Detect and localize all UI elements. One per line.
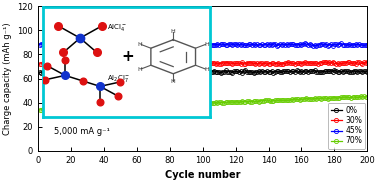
70%: [365, 96, 370, 98]
45%: [340, 44, 345, 46]
X-axis label: Cycle number: Cycle number: [165, 170, 240, 180]
Line: 30%: 30%: [38, 60, 369, 68]
30%: [139, 65, 144, 67]
45%: [37, 44, 42, 46]
30%: [51, 63, 55, 65]
70%: [59, 108, 63, 111]
45%: [365, 44, 370, 46]
45%: [325, 45, 330, 47]
Line: 45%: 45%: [38, 40, 369, 48]
Line: 70%: 70%: [38, 95, 369, 112]
Text: H: H: [138, 42, 143, 47]
70%: [39, 109, 43, 111]
30%: [125, 62, 129, 64]
30%: [365, 61, 370, 63]
0%: [37, 71, 42, 73]
0%: [57, 71, 62, 73]
Text: H: H: [138, 67, 143, 72]
0%: [365, 71, 370, 73]
30%: [57, 62, 62, 65]
70%: [358, 95, 363, 98]
Text: H: H: [204, 67, 209, 72]
30%: [98, 63, 103, 65]
Line: 0%: 0%: [38, 68, 369, 76]
Text: H: H: [171, 79, 175, 85]
70%: [350, 96, 355, 98]
0%: [332, 69, 337, 71]
45%: [57, 44, 62, 46]
Y-axis label: Charge capacity (mAh g⁻¹): Charge capacity (mAh g⁻¹): [3, 22, 12, 135]
70%: [100, 107, 104, 109]
45%: [166, 41, 170, 43]
0%: [51, 72, 55, 74]
Text: Al$_2$Cl$_7^-$: Al$_2$Cl$_7^-$: [107, 73, 130, 84]
Legend: 0%, 30%, 45%, 70%: 0%, 30%, 45%, 70%: [328, 103, 365, 149]
45%: [51, 42, 55, 45]
0%: [352, 70, 356, 72]
0%: [340, 70, 345, 73]
45%: [98, 44, 103, 46]
0%: [125, 71, 129, 73]
Text: H: H: [171, 29, 175, 34]
Text: H: H: [204, 42, 209, 47]
30%: [37, 63, 42, 65]
30%: [340, 62, 345, 65]
70%: [339, 96, 343, 99]
0%: [98, 72, 103, 75]
0%: [159, 72, 164, 75]
70%: [52, 108, 57, 110]
Text: +: +: [121, 49, 134, 64]
70%: [126, 104, 131, 107]
30%: [352, 61, 356, 64]
30%: [330, 61, 335, 63]
Text: AlCl$_4^-$: AlCl$_4^-$: [107, 22, 127, 33]
Text: 5,000 mA g⁻¹: 5,000 mA g⁻¹: [54, 127, 110, 136]
70%: [37, 109, 42, 111]
45%: [352, 44, 356, 46]
45%: [125, 42, 129, 45]
